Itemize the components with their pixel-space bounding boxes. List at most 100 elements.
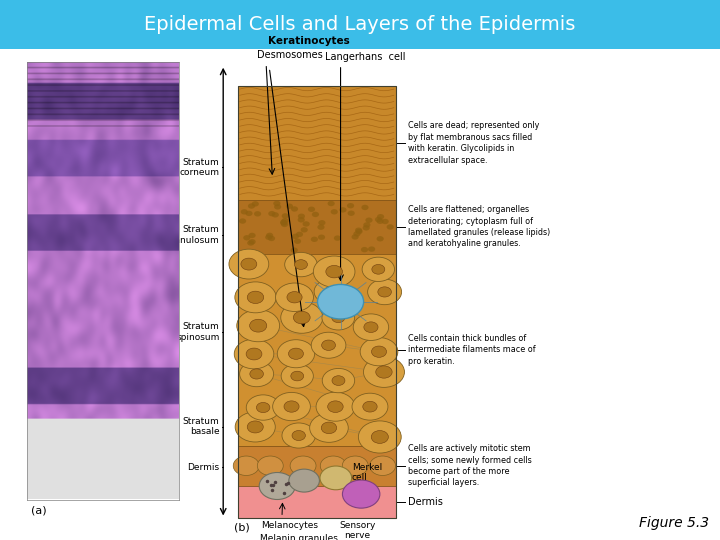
Circle shape: [277, 340, 315, 368]
Circle shape: [321, 422, 337, 434]
Circle shape: [377, 236, 384, 241]
Text: Cells are flattened; organelles
deteriorating; cytoplasm full of
lamellated gran: Cells are flattened; organelles deterior…: [408, 205, 551, 248]
Circle shape: [235, 412, 275, 442]
Circle shape: [372, 265, 384, 274]
Circle shape: [318, 220, 325, 226]
Circle shape: [257, 456, 283, 475]
Circle shape: [282, 423, 315, 448]
Circle shape: [289, 469, 320, 492]
Circle shape: [280, 220, 287, 226]
Circle shape: [280, 220, 287, 225]
Circle shape: [268, 236, 275, 241]
Circle shape: [281, 302, 323, 333]
Circle shape: [291, 247, 298, 253]
Circle shape: [240, 209, 248, 214]
Circle shape: [246, 395, 280, 420]
Circle shape: [382, 219, 389, 224]
Circle shape: [378, 287, 392, 297]
Circle shape: [276, 283, 313, 312]
Circle shape: [233, 456, 259, 475]
Circle shape: [289, 348, 303, 359]
Bar: [238, 86, 396, 518]
Text: (a): (a): [31, 506, 47, 516]
Text: Stratum
spinosum: Stratum spinosum: [176, 322, 220, 342]
Circle shape: [361, 247, 368, 252]
Circle shape: [312, 212, 319, 217]
Circle shape: [332, 376, 345, 386]
Circle shape: [291, 371, 304, 381]
Circle shape: [281, 222, 288, 227]
Circle shape: [372, 430, 388, 443]
Text: Desmosomes: Desmosomes: [256, 50, 323, 60]
Circle shape: [320, 466, 351, 490]
Text: Dermis: Dermis: [408, 497, 443, 507]
Circle shape: [287, 292, 302, 303]
Circle shape: [334, 235, 341, 241]
Circle shape: [347, 203, 354, 208]
Text: Melanin granules: Melanin granules: [260, 534, 338, 540]
Circle shape: [281, 364, 313, 388]
Circle shape: [266, 233, 273, 238]
Circle shape: [269, 211, 276, 217]
Text: Cells contain thick bundles of
intermediate filaments mace of
pro keratin.: Cells contain thick bundles of intermedi…: [408, 334, 536, 366]
Circle shape: [250, 319, 267, 332]
Text: Figure 5.3: Figure 5.3: [639, 516, 709, 530]
Text: Keratinocytes: Keratinocytes: [268, 36, 350, 46]
Bar: [238, 486, 396, 518]
Circle shape: [354, 314, 389, 340]
Circle shape: [318, 234, 325, 240]
Bar: [238, 200, 396, 254]
Circle shape: [330, 209, 338, 214]
Circle shape: [372, 346, 387, 357]
Circle shape: [339, 207, 346, 213]
Circle shape: [311, 237, 318, 242]
Circle shape: [302, 221, 310, 227]
Circle shape: [318, 225, 325, 230]
Circle shape: [247, 240, 254, 246]
Circle shape: [300, 227, 307, 233]
Circle shape: [364, 356, 405, 387]
Circle shape: [284, 401, 299, 412]
Circle shape: [248, 204, 255, 209]
Circle shape: [376, 366, 392, 378]
Circle shape: [377, 214, 384, 219]
Circle shape: [282, 213, 289, 219]
Circle shape: [311, 332, 346, 358]
Circle shape: [362, 257, 395, 281]
Circle shape: [323, 368, 355, 393]
Circle shape: [286, 204, 293, 209]
Circle shape: [297, 217, 305, 222]
Text: Stratum
corneum: Stratum corneum: [179, 158, 220, 177]
Circle shape: [318, 285, 364, 319]
Circle shape: [359, 421, 401, 453]
Circle shape: [354, 231, 361, 237]
Circle shape: [271, 212, 279, 218]
Circle shape: [265, 234, 272, 240]
Circle shape: [294, 239, 301, 244]
Circle shape: [291, 206, 298, 212]
Circle shape: [375, 217, 382, 222]
Circle shape: [250, 369, 264, 379]
Circle shape: [292, 430, 305, 441]
Circle shape: [316, 392, 355, 421]
Circle shape: [364, 322, 378, 333]
Circle shape: [351, 234, 359, 240]
Text: Stratum
granulosum: Stratum granulosum: [166, 225, 220, 245]
Bar: [238, 86, 396, 200]
Circle shape: [254, 211, 261, 217]
Circle shape: [237, 309, 279, 342]
Circle shape: [324, 287, 337, 296]
Circle shape: [229, 249, 269, 279]
Circle shape: [361, 205, 369, 210]
Circle shape: [247, 291, 264, 303]
Circle shape: [377, 219, 384, 224]
Text: Cells are actively mitotic stem
cells; some newly formed cells
become part of th: Cells are actively mitotic stem cells; s…: [408, 444, 532, 488]
Text: Langerhans  cell: Langerhans cell: [325, 52, 405, 62]
Text: Dermis: Dermis: [187, 463, 220, 471]
Text: Melanocytes: Melanocytes: [261, 521, 318, 530]
Circle shape: [368, 246, 375, 252]
Circle shape: [356, 229, 363, 234]
Circle shape: [273, 393, 310, 421]
Circle shape: [241, 258, 257, 270]
Text: Epidermal Cells and Layers of the Epidermis: Epidermal Cells and Layers of the Epider…: [144, 15, 576, 34]
